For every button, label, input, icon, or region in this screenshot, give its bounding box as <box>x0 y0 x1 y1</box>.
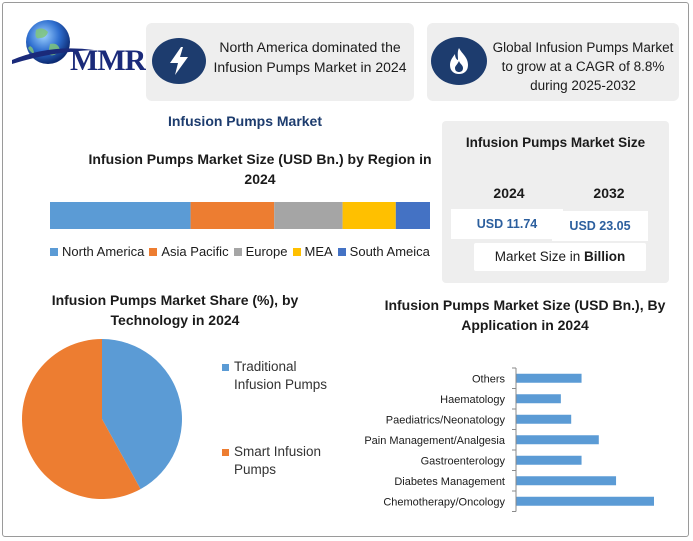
region-segment-north-america <box>50 202 191 229</box>
application-bar-chart: Others Haematology Paediatrics/Neonatology… <box>364 367 654 512</box>
market-size-panel: Infusion Pumps Market Size 2024 2032 USD… <box>442 121 669 283</box>
year-2024-label: 2024 <box>493 185 525 201</box>
flame-badge <box>431 37 487 85</box>
application-chart-title: Infusion Pumps Market Size (USD Bn.), By… <box>384 297 666 333</box>
bar-pain-management-analgesia <box>516 435 599 445</box>
legend-swatch-smart <box>222 449 229 456</box>
technology-pie-chart <box>22 339 183 499</box>
bar-chemotherapy-oncology <box>516 496 654 506</box>
technology-chart-title: Infusion Pumps Market Share (%), by Tech… <box>51 292 299 328</box>
region-stacked-bar <box>50 202 430 229</box>
logo-text: MMR <box>70 44 146 77</box>
market-size-title: Infusion Pumps Market Size <box>465 135 646 150</box>
region-segment-asia-pacific <box>190 202 275 229</box>
category-label-others: Others <box>472 373 506 385</box>
info-card-cagr: Global Infusion Pumps Market to grow at … <box>427 23 679 101</box>
legend-swatch <box>337 247 346 256</box>
legend-label: MEA <box>304 244 333 259</box>
region-legend: North America Asia Pacific Europe MEA South … <box>50 244 430 259</box>
category-label-pain-management-analgesia: Pain Management/Analgesia <box>364 435 506 447</box>
info-card-region-text: North America dominated the Infusion Pum… <box>213 39 407 75</box>
category-label-gastroenterology: Gastroenterology <box>421 455 506 467</box>
bar-diabetes-management <box>516 476 617 486</box>
legend-swatch <box>50 247 58 256</box>
legend-label: Asia Pacific <box>161 244 229 259</box>
region-legend-item-south-ameica: South Ameica <box>337 244 430 259</box>
mmr-logo: MMR <box>10 16 146 80</box>
unit-prefix: Market Size in <box>494 249 585 264</box>
info-card-cagr-text: Global Infusion Pumps Market to grow at … <box>492 40 674 93</box>
value-2032: USD 23.05 <box>552 211 648 241</box>
lightning-icon <box>170 47 188 75</box>
region-legend-item-north-america: North America <box>50 244 144 259</box>
bar-haematology <box>516 394 561 404</box>
region-legend-item-europe: Europe <box>233 244 288 259</box>
bar-gastroenterology <box>516 455 582 465</box>
legend-swatch <box>149 247 158 256</box>
legend-label: Europe <box>245 244 288 259</box>
category-label-haematology: Haematology <box>440 394 505 406</box>
legend-swatch <box>292 247 301 256</box>
globe-icon <box>12 20 94 64</box>
pie-slice-traditional-infusion-pumps <box>102 339 183 490</box>
legend-label: North America <box>62 244 145 259</box>
legend-label: South Ameica <box>349 244 430 259</box>
legend-label-smart: Smart Infusion Pumps <box>234 444 322 477</box>
bar-paediatrics-neonatology <box>516 414 572 424</box>
market-title: Infusion Pumps Market <box>167 113 323 129</box>
lightning-badge <box>152 38 206 84</box>
pie-legend-traditional: Traditional Infusion Pumps <box>222 358 334 394</box>
category-label-chemotherapy-oncology: Chemotherapy/Oncology <box>383 496 505 508</box>
value-2024: USD 11.74 <box>451 209 563 239</box>
region-legend-item-asia-pacific: Asia Pacific <box>149 244 229 259</box>
unit-bold: Billion <box>584 249 626 264</box>
region-chart-title: Infusion Pumps Market Size (USD Bn.) by … <box>88 151 432 187</box>
region-legend-item-mea: MEA <box>292 244 333 259</box>
pie-slice-smart-infusion-pumps <box>22 339 141 499</box>
region-segment-south-ameica <box>395 202 430 229</box>
region-segment-mea <box>342 202 396 229</box>
category-label-paediatrics-neonatology: Paediatrics/Neonatology <box>386 414 506 426</box>
market-size-unit: Market Size in Billion <box>474 243 646 271</box>
bar-others <box>516 373 582 383</box>
legend-label-traditional: Traditional Infusion Pumps <box>234 359 328 392</box>
year-2032-label: 2032 <box>593 185 625 201</box>
info-card-region: North America dominated the Infusion Pum… <box>146 23 414 101</box>
flame-icon <box>450 48 468 74</box>
category-label-diabetes-management: Diabetes Management <box>394 476 505 488</box>
legend-swatch-traditional <box>222 364 229 371</box>
pie-legend-smart: Smart Infusion Pumps <box>222 443 330 479</box>
legend-swatch <box>233 247 242 256</box>
region-segment-europe <box>274 202 343 229</box>
